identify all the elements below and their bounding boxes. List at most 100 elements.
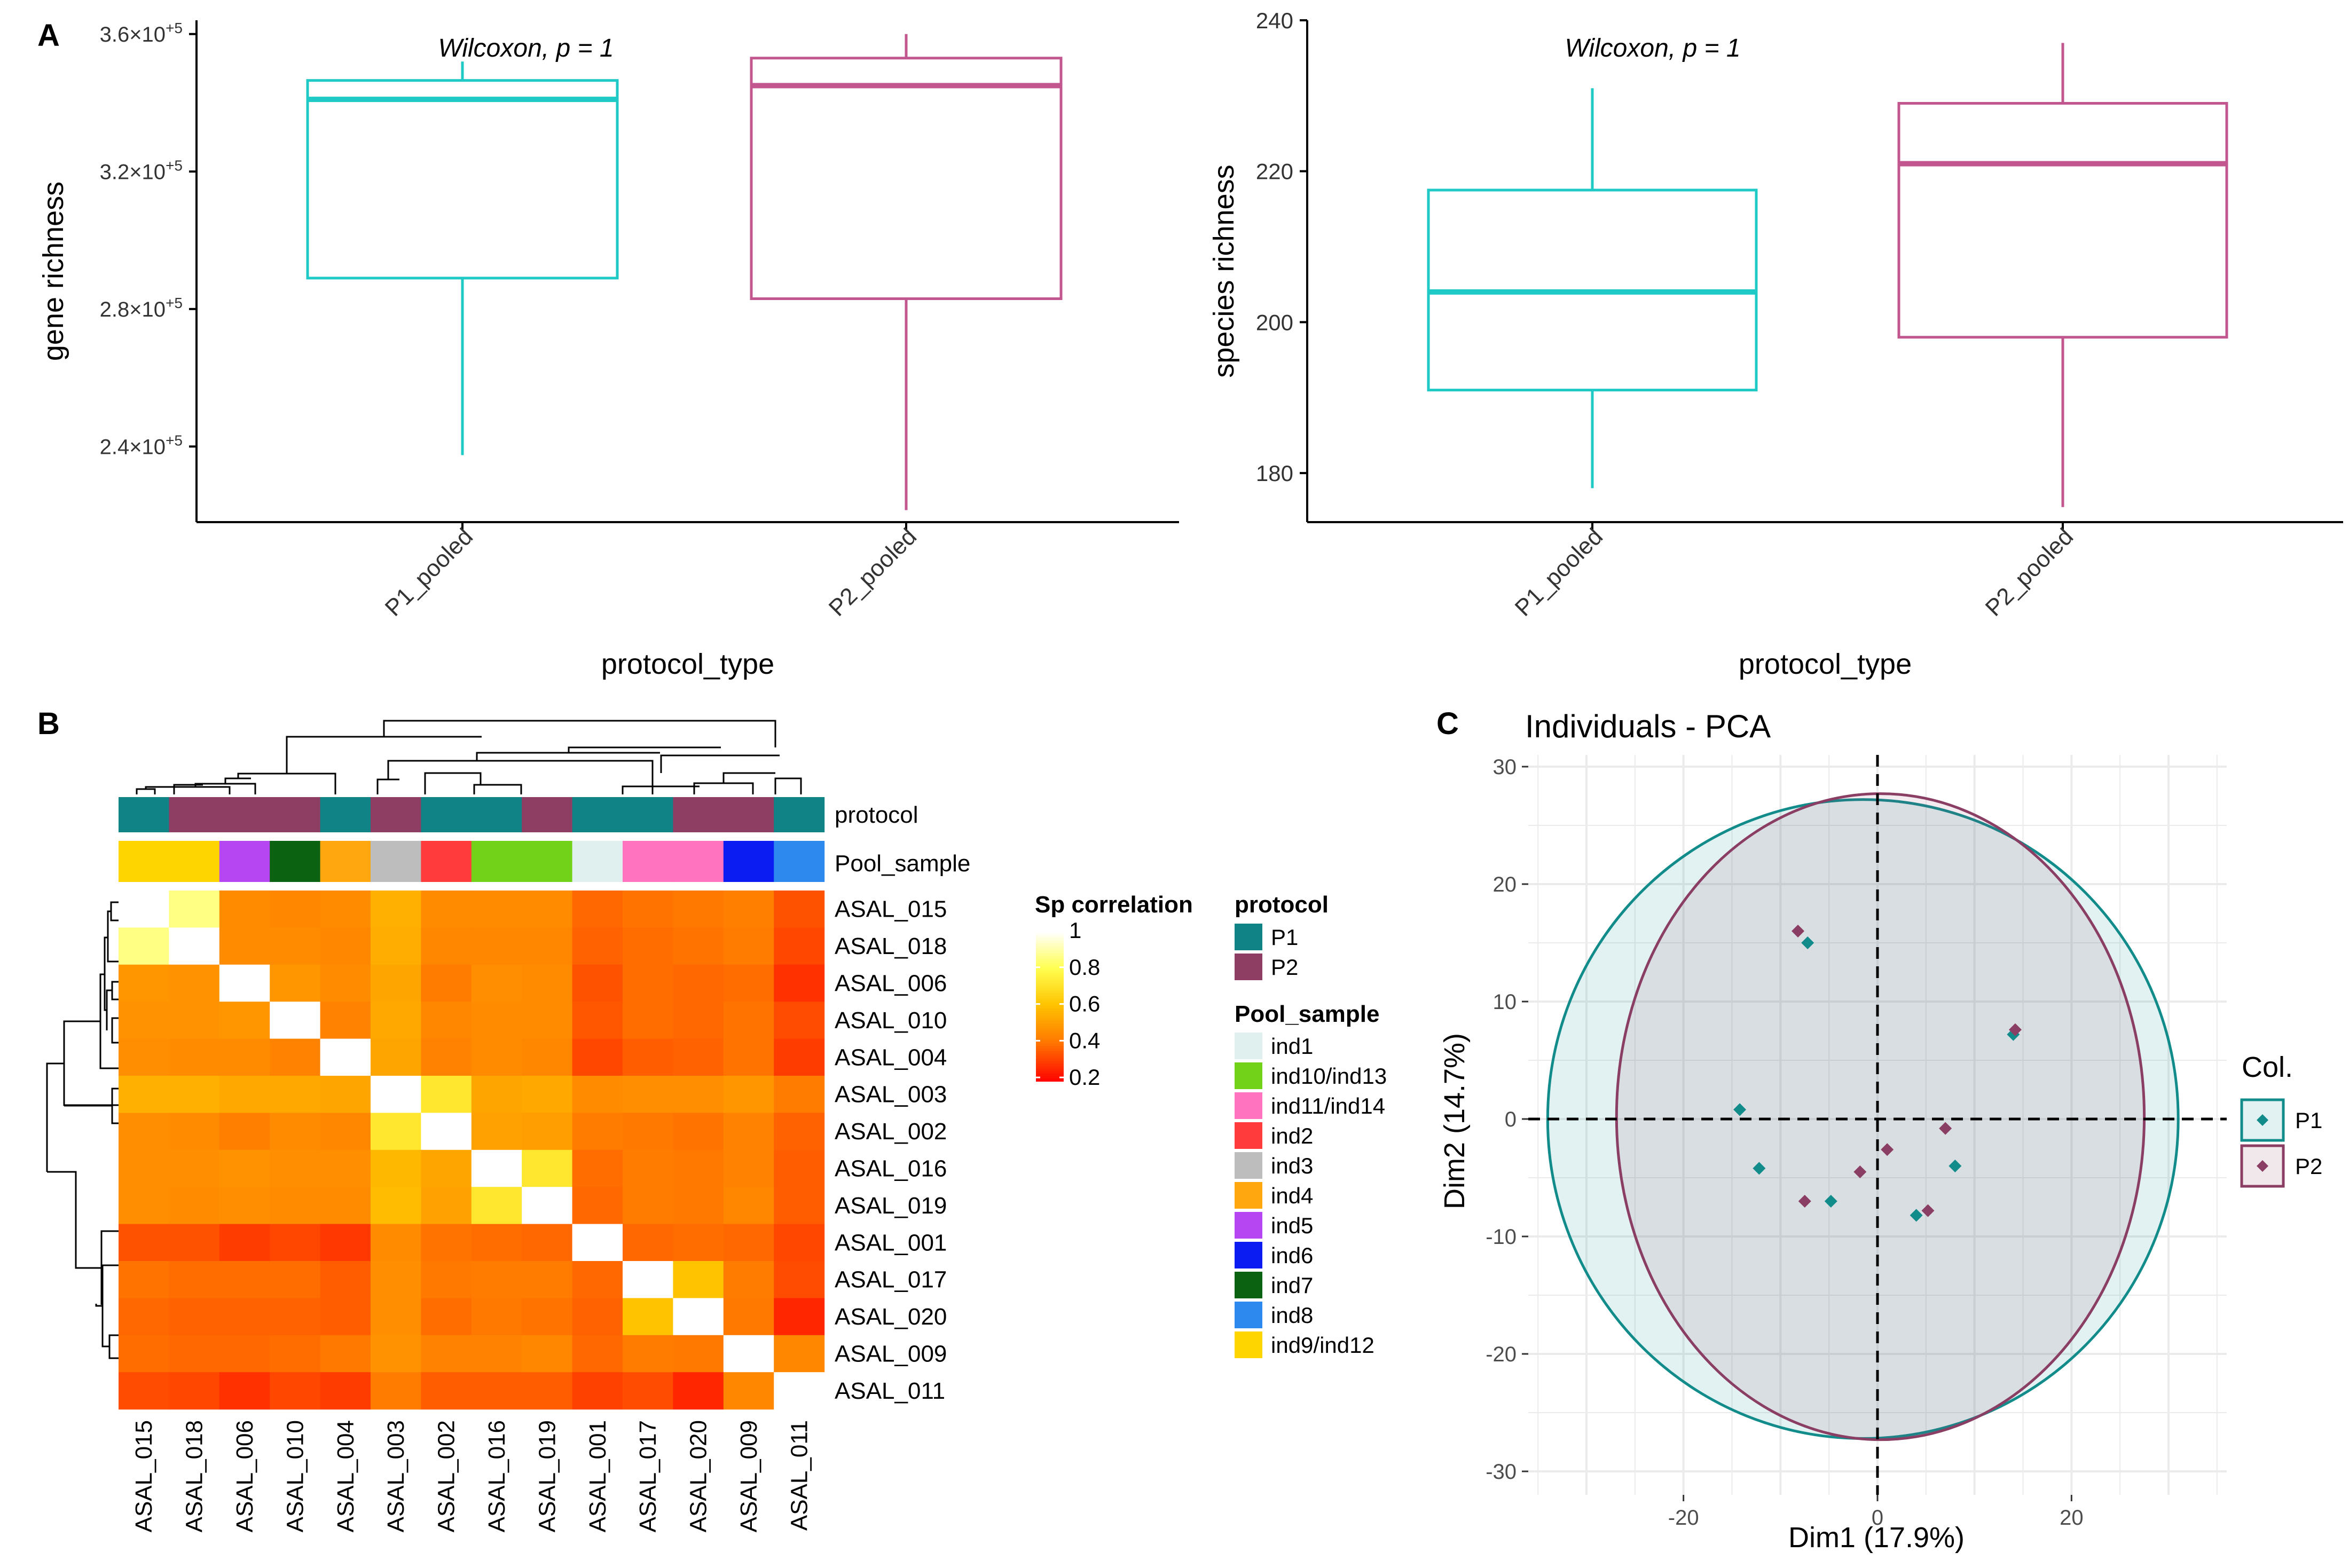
heatmap-cell bbox=[774, 1038, 825, 1076]
colorbar-segment bbox=[1036, 971, 1064, 974]
colorbar-segment bbox=[1036, 1036, 1064, 1039]
protocol-annotation-cell bbox=[774, 797, 825, 832]
heatmap-cell bbox=[471, 1335, 522, 1373]
heatmap-cell bbox=[320, 1002, 371, 1039]
colorbar-segment bbox=[1036, 1063, 1064, 1067]
heatmap-column-label: ASAL_018 bbox=[182, 1420, 208, 1532]
heatmap-cell bbox=[673, 964, 724, 1002]
colorbar-segment bbox=[1036, 948, 1064, 951]
heatmap-cell bbox=[119, 1149, 169, 1187]
heatmap-cells bbox=[119, 891, 825, 1410]
heatmap-cell bbox=[169, 1187, 220, 1225]
colorbar-segment bbox=[1036, 935, 1064, 939]
heatmap-cell bbox=[673, 1038, 724, 1076]
heatmap-cell bbox=[169, 1372, 220, 1410]
colorbar-tick-label: 0.4 bbox=[1069, 1028, 1100, 1053]
heatmap-cell bbox=[774, 1187, 825, 1225]
heatmap-column-label: ASAL_004 bbox=[333, 1420, 359, 1532]
heatmap-cell bbox=[371, 1298, 421, 1336]
heatmap-cell bbox=[169, 891, 220, 928]
colorbar-segment bbox=[1036, 958, 1064, 962]
heatmap-cell bbox=[119, 1038, 169, 1076]
heatmap-cell bbox=[572, 1149, 623, 1187]
pca-y-tick-label: 10 bbox=[1493, 990, 1517, 1014]
protocol-annotation-cell bbox=[623, 797, 673, 832]
heatmap-cell bbox=[723, 1076, 774, 1113]
heatmap-column-label: ASAL_001 bbox=[585, 1420, 611, 1532]
colorbar-segment bbox=[1036, 1041, 1064, 1044]
heatmap-cell bbox=[320, 1335, 371, 1373]
heatmap-cell bbox=[421, 1298, 472, 1336]
heatmap-cell bbox=[421, 964, 472, 1002]
colorbar-segment bbox=[1036, 960, 1064, 964]
heatmap-row-label: ASAL_018 bbox=[835, 933, 947, 959]
pool-sample-legend-swatch bbox=[1235, 1062, 1262, 1089]
pool-sample-annotation-cell bbox=[723, 841, 774, 882]
pca-y-tick-label: 20 bbox=[1493, 873, 1517, 896]
colorbar-segment bbox=[1036, 981, 1064, 984]
heatmap-cell bbox=[623, 927, 673, 965]
pool-sample-legend-label: ind9/ind12 bbox=[1271, 1333, 1374, 1358]
heatmap-cell bbox=[219, 1187, 270, 1225]
heatmap-column-label: ASAL_003 bbox=[383, 1420, 409, 1532]
heatmap-cell bbox=[623, 1149, 673, 1187]
protocol-annotation-cell bbox=[572, 797, 623, 832]
heatmap-cell bbox=[723, 1113, 774, 1151]
heatmap-cell bbox=[119, 891, 169, 928]
heatmap-cell bbox=[320, 1261, 371, 1298]
pool-sample-legend-swatch bbox=[1235, 1122, 1262, 1149]
protocol-annotation-cell bbox=[723, 797, 774, 832]
heatmap-cell bbox=[371, 1149, 421, 1187]
pca-y-axis-title: Dim2 (14.7%) bbox=[1439, 1033, 1471, 1209]
heatmap-cell bbox=[522, 1113, 573, 1151]
colorbar-segment bbox=[1036, 943, 1064, 947]
heatmap-cell bbox=[371, 927, 421, 965]
heatmap-cell bbox=[572, 891, 623, 928]
pca-y-tick-label: 30 bbox=[1493, 755, 1517, 779]
heatmap-cell bbox=[572, 1113, 623, 1151]
heatmap-cell bbox=[723, 891, 774, 928]
heatmap-cell bbox=[119, 1335, 169, 1373]
heatmap-cell bbox=[320, 1038, 371, 1076]
heatmap-cell bbox=[723, 1038, 774, 1076]
heatmap-cell bbox=[219, 1002, 270, 1039]
heatmap-cell bbox=[522, 1261, 573, 1298]
heatmap-cell bbox=[623, 1038, 673, 1076]
y-axis-title: species richness bbox=[1208, 164, 1240, 377]
y-tick-label: 200 bbox=[1256, 310, 1293, 335]
colorbar-title: Sp correlation bbox=[1035, 892, 1193, 918]
pool-sample-legend-swatch bbox=[1235, 1272, 1262, 1298]
heatmap-cell bbox=[219, 1076, 270, 1113]
pca-point-P2 bbox=[2008, 1023, 2022, 1036]
heatmap-cell bbox=[320, 1149, 371, 1187]
heatmap-row-label: ASAL_010 bbox=[835, 1007, 947, 1034]
pca-plot: Individuals - PCA Dim1 (17.9%) Dim2 (14.… bbox=[1439, 708, 2322, 1554]
protocol-annotation-cell bbox=[673, 797, 724, 832]
heatmap-cell bbox=[371, 964, 421, 1002]
protocol-annotation-cell bbox=[320, 797, 371, 832]
protocol-annotation-label: protocol bbox=[835, 802, 918, 828]
pca-title: Individuals - PCA bbox=[1525, 708, 1771, 744]
gene-richness-boxplot: Wilcoxon, p = 1 gene richness protocol_t… bbox=[37, 20, 1179, 680]
heatmap-row-label: ASAL_011 bbox=[835, 1378, 945, 1404]
pca-point-P1 bbox=[1949, 1160, 1962, 1172]
heatmap-cell bbox=[219, 1224, 270, 1262]
pool-sample-legend-label: ind1 bbox=[1271, 1034, 1313, 1059]
heatmap-row-label: ASAL_001 bbox=[835, 1230, 947, 1256]
pool-sample-annotation-cell bbox=[623, 841, 673, 882]
pool-sample-annotation-cell bbox=[119, 841, 169, 882]
heatmap-cell bbox=[371, 1002, 421, 1039]
y-tick-label: 180 bbox=[1256, 461, 1293, 486]
heatmap-cell bbox=[471, 1372, 522, 1410]
protocol-annotation-cell bbox=[169, 797, 220, 832]
heatmap-cell bbox=[371, 1038, 421, 1076]
x-tick-label: P1_pooled bbox=[1510, 523, 1608, 621]
heatmap-cell bbox=[673, 891, 724, 928]
pca-legend-label: P2 bbox=[2295, 1154, 2322, 1179]
heatmap-annotation-bars bbox=[119, 797, 825, 882]
pca-point-P1 bbox=[1753, 1162, 1766, 1175]
heatmap-cell bbox=[623, 1298, 673, 1336]
colorbar-segment bbox=[1036, 1046, 1064, 1049]
heatmap-cell bbox=[774, 1372, 825, 1410]
